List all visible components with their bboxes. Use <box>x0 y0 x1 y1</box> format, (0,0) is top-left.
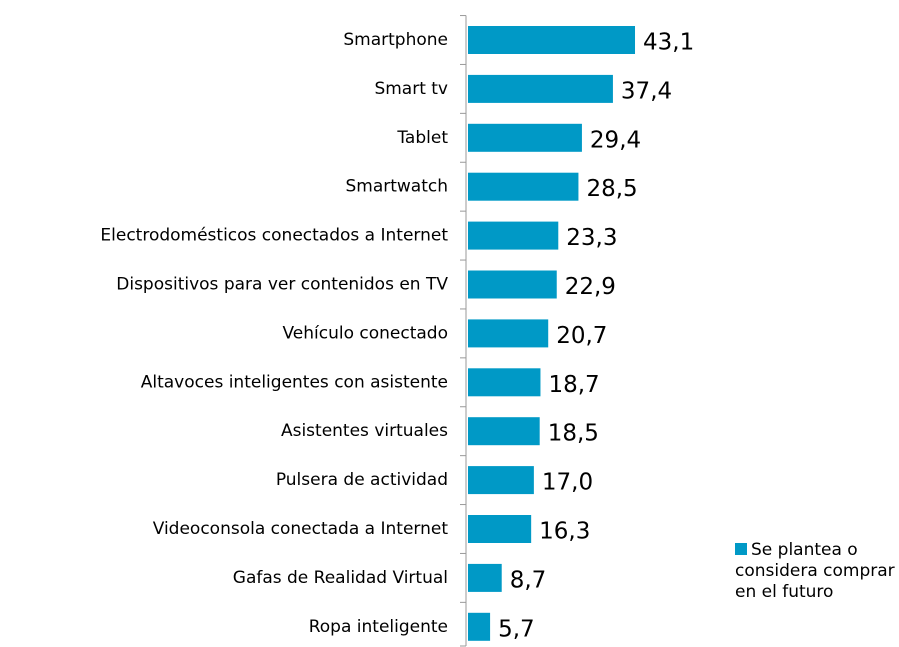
bar <box>468 368 541 397</box>
legend-label: Se plantea o considera comprar en el fut… <box>735 540 895 602</box>
category-label: Vehículo conectado <box>282 323 448 343</box>
bar <box>468 319 549 348</box>
category-label: Ropa inteligente <box>309 617 448 637</box>
bar <box>468 221 559 250</box>
category-label: Asistentes virtuales <box>281 421 448 441</box>
category-label: Electrodomésticos conectados a Internet <box>100 226 448 246</box>
value-label: 8,7 <box>510 567 547 593</box>
value-label: 43,1 <box>643 30 694 56</box>
value-label: 37,4 <box>621 78 672 104</box>
value-label: 20,7 <box>556 323 607 349</box>
bar <box>468 123 582 152</box>
value-label: 23,3 <box>566 225 617 251</box>
bar <box>468 270 557 299</box>
value-label: 5,7 <box>498 616 535 642</box>
value-label: 18,7 <box>548 372 599 398</box>
category-label: Gafas de Realidad Virtual <box>233 568 448 588</box>
category-label: Smartphone <box>343 30 448 50</box>
category-label: Dispositivos para ver contenidos en TV <box>116 275 448 295</box>
category-label: Tablet <box>396 128 448 148</box>
value-label: 18,5 <box>548 421 599 447</box>
category-label: Altavoces inteligentes con asistente <box>141 372 448 392</box>
value-label: 17,0 <box>542 470 593 496</box>
bar <box>468 515 532 543</box>
value-label: 16,3 <box>539 519 590 545</box>
category-label: Smart tv <box>374 79 448 99</box>
legend-swatch <box>735 543 747 555</box>
category-label: Pulsera de actividad <box>276 470 448 490</box>
bar <box>468 417 540 446</box>
bar <box>468 612 491 641</box>
bar <box>468 466 534 495</box>
bar <box>468 172 579 201</box>
category-label: Smartwatch <box>345 177 448 197</box>
category-label: Videoconsola conectada a Internet <box>153 519 449 539</box>
legend: Se plantea o considera comprar en el fut… <box>735 540 899 603</box>
value-label: 22,9 <box>565 274 616 300</box>
bar <box>468 563 502 592</box>
value-label: 28,5 <box>586 176 637 202</box>
bar <box>468 74 613 103</box>
value-label: 29,4 <box>590 127 641 153</box>
bar <box>468 26 636 54</box>
